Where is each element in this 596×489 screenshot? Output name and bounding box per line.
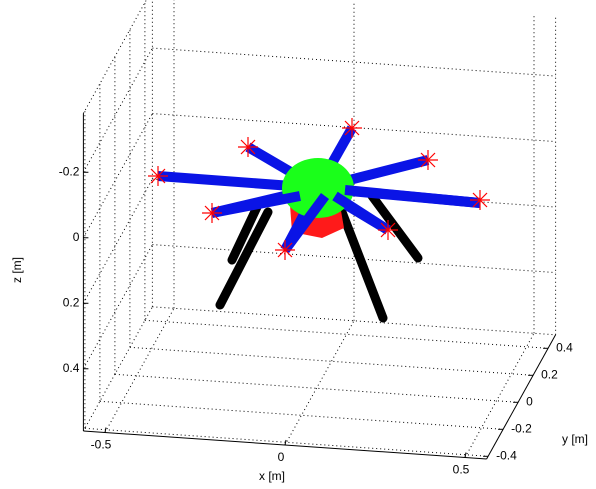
- x-tick-label: -0.5: [91, 438, 112, 452]
- grid-line: [465, 333, 534, 457]
- rotor-marker: [418, 150, 438, 170]
- rotor-marker: [275, 240, 295, 260]
- rotor-marker: [470, 190, 490, 210]
- x-tick-label: 0: [278, 450, 285, 464]
- rotor-marker: [342, 118, 362, 138]
- grid-line: [85, 428, 488, 456]
- grid-line: [285, 321, 354, 445]
- rotor-marker: [378, 220, 398, 240]
- y-tick-label: 0.4: [556, 340, 573, 354]
- y-tick-label: 0.2: [541, 367, 558, 381]
- grid-line: [105, 308, 174, 432]
- y-tick-label: -0.4: [496, 448, 517, 462]
- x-axis-label: x [m]: [259, 469, 285, 483]
- grid-line: [83, 114, 152, 238]
- grid-line: [130, 347, 533, 375]
- x-tick: [285, 440, 286, 445]
- rotor-marker: [148, 166, 168, 186]
- z-axis-label: z [m]: [10, 257, 24, 283]
- z-tick-label: 0.4: [63, 361, 80, 375]
- rotor-marker: [238, 137, 258, 157]
- grid-line: [145, 320, 548, 348]
- y-axis: [487, 335, 556, 459]
- grid-line: [83, 179, 152, 303]
- grid-line: [100, 401, 503, 429]
- x-tick: [105, 428, 106, 433]
- y-tick-label: -0.2: [511, 421, 532, 435]
- box-edge: [83, 0, 152, 113]
- y-axis-label: y [m]: [562, 432, 588, 446]
- x-tick-label: 0.5: [453, 463, 470, 477]
- octocopter: [148, 118, 490, 318]
- x-tick: [465, 453, 466, 458]
- z-tick-label: -0.2: [59, 164, 80, 178]
- y-tick-label: 0: [526, 394, 533, 408]
- chart: -0.2 0 0.2 0.4 -0.5 0 0.5 -0.4 -0.2 0 0.2 0.4 x [m]…: [0, 0, 596, 489]
- box-edge: [83, 307, 152, 431]
- z-tick-label: 0: [73, 230, 80, 244]
- grid-line: [83, 245, 152, 369]
- grid-line: [83, 48, 152, 172]
- rotor-marker: [202, 203, 222, 223]
- z-tick-label: 0.2: [63, 295, 80, 309]
